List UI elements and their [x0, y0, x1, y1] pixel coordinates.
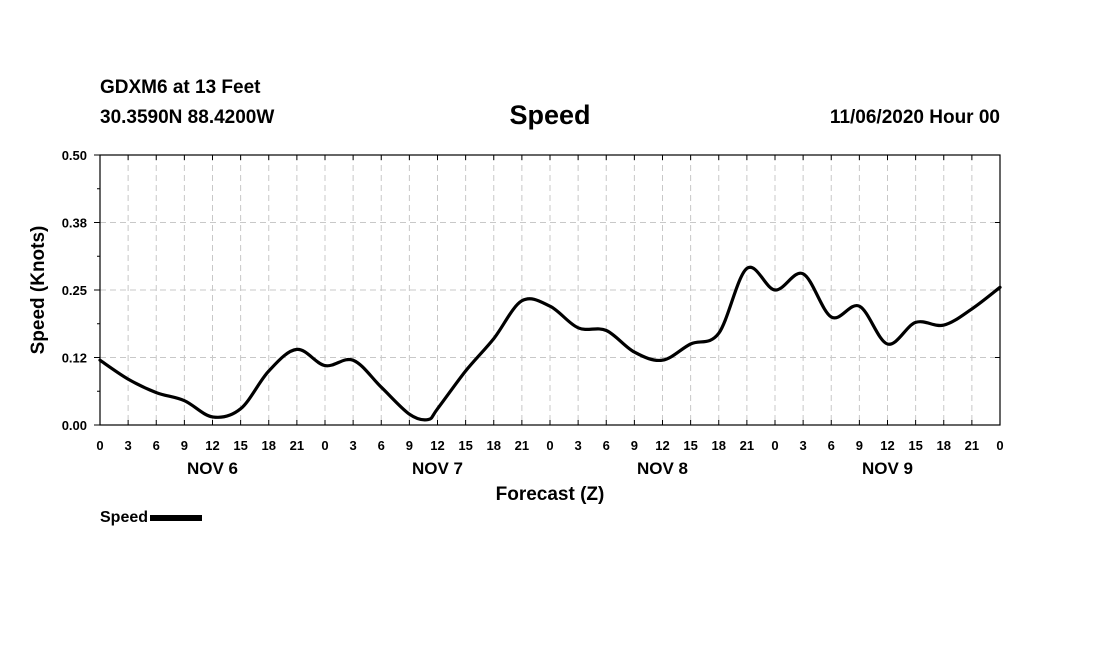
x-tick-label: 18	[487, 438, 501, 453]
x-tick-label: 12	[430, 438, 444, 453]
x-tick-label: 12	[880, 438, 894, 453]
x-tick-label: 15	[683, 438, 697, 453]
y-tick-label: 0.38	[62, 216, 87, 231]
x-tick-label: 6	[378, 438, 385, 453]
x-tick-label: 21	[740, 438, 754, 453]
coordinates-label: 30.3590N 88.4200W	[100, 107, 275, 128]
run-time-label: 11/06/2020 Hour 00	[829, 107, 1000, 128]
x-tick-label: 9	[181, 438, 188, 453]
x-tick-label: 15	[908, 438, 922, 453]
x-tick-label: 18	[937, 438, 951, 453]
chart-title: Speed	[509, 100, 591, 130]
x-tick-label: 9	[631, 438, 638, 453]
x-tick-label: 0	[771, 438, 778, 453]
x-tick-label: 21	[965, 438, 979, 453]
day-label: NOV 6	[187, 459, 238, 478]
y-tick-label: 0.00	[62, 418, 87, 433]
y-tick-label: 0.12	[62, 351, 87, 366]
station-label: GDXM6 at 13 Feet	[100, 77, 261, 98]
y-tick-label: 0.50	[62, 148, 87, 163]
x-tick-label: 6	[603, 438, 610, 453]
x-tick-label: 0	[321, 438, 328, 453]
x-tick-label: 21	[290, 438, 304, 453]
grid	[100, 155, 1000, 425]
x-tick-label: 3	[800, 438, 807, 453]
x-tick-label: 12	[205, 438, 219, 453]
x-tick-label: 9	[856, 438, 863, 453]
day-label: NOV 9	[862, 459, 913, 478]
x-tick-label: 6	[828, 438, 835, 453]
x-tick-label: 0	[546, 438, 553, 453]
x-tick-label: 12	[655, 438, 669, 453]
day-label: NOV 8	[637, 459, 688, 478]
x-tick-label: 0	[996, 438, 1003, 453]
x-tick-label: 3	[125, 438, 132, 453]
speed-series-line	[98, 265, 1002, 422]
y-axis-label: Speed (Knots)	[28, 226, 49, 355]
x-tick-label: 3	[575, 438, 582, 453]
x-axis-label: Forecast (Z)	[496, 484, 605, 505]
x-tick-label: 0	[96, 438, 103, 453]
x-tick-label: 18	[712, 438, 726, 453]
x-tick-label: 6	[153, 438, 160, 453]
x-tick-label: 15	[458, 438, 472, 453]
y-tick-label: 0.25	[62, 283, 87, 298]
legend: Speed	[100, 509, 203, 527]
x-tick-label: 9	[406, 438, 413, 453]
day-label: NOV 7	[412, 459, 463, 478]
series-layer	[98, 265, 1002, 422]
legend-swatch	[150, 515, 203, 521]
x-tick-label: 15	[233, 438, 247, 453]
axis-ticks: 0 3 6 9 12 15 18 21 0 3 6 9 12 15 18 21 0 3 6 9 12 15 18 21 0 3 6 9…	[62, 148, 1004, 478]
x-tick-label: 21	[515, 438, 529, 453]
legend-label: Speed	[100, 509, 149, 526]
x-tick-label: 18	[262, 438, 276, 453]
x-tick-label: 3	[350, 438, 357, 453]
